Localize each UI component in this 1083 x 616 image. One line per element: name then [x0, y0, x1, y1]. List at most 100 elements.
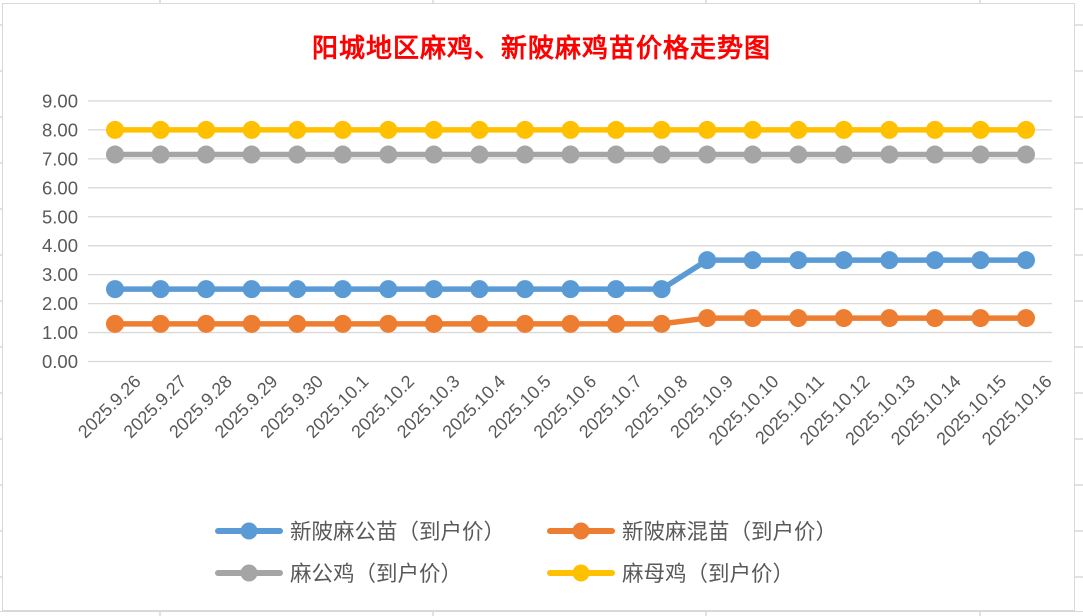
data-point-marker	[698, 309, 717, 328]
data-point-marker	[925, 251, 944, 270]
data-point-marker	[515, 145, 534, 164]
legend-marker-point	[240, 564, 258, 582]
data-point-marker	[789, 251, 808, 270]
data-point-marker	[379, 120, 398, 139]
data-point-marker	[743, 145, 762, 164]
legend-label: 新陂麻混苗（到户价）	[622, 520, 837, 544]
legend-item: 麻公鸡（到户价）	[215, 562, 462, 586]
data-point-marker	[834, 145, 853, 164]
data-point-marker	[652, 280, 671, 299]
data-point-marker	[743, 251, 762, 270]
data-point-marker	[515, 314, 534, 333]
data-point-marker	[470, 280, 489, 299]
data-point-marker	[971, 120, 990, 139]
data-point-marker	[379, 280, 398, 299]
data-point-marker	[515, 280, 534, 299]
data-point-marker	[880, 309, 899, 328]
y-axis-label: 9.00	[42, 90, 78, 111]
y-axis-label: 8.00	[42, 119, 78, 140]
data-point-marker	[333, 145, 352, 164]
legend-item: 新陂麻公苗（到户价）	[215, 520, 505, 544]
data-point-marker	[789, 309, 808, 328]
data-point-marker	[151, 314, 170, 333]
data-point-marker	[880, 145, 899, 164]
data-point-marker	[242, 280, 261, 299]
data-point-marker	[197, 120, 216, 139]
y-axis-label: 5.00	[42, 206, 78, 227]
data-point-marker	[880, 251, 899, 270]
y-axis-label: 7.00	[42, 148, 78, 169]
data-point-marker	[971, 251, 990, 270]
legend-label: 麻公鸡（到户价）	[290, 562, 462, 586]
legend-label: 新陂麻公苗（到户价）	[290, 520, 505, 544]
data-point-marker	[561, 120, 580, 139]
y-axis-label: 2.00	[42, 293, 78, 314]
data-point-marker	[561, 314, 580, 333]
data-point-marker	[925, 309, 944, 328]
data-point-marker	[561, 280, 580, 299]
data-point-marker	[470, 120, 489, 139]
data-point-marker	[288, 145, 307, 164]
data-point-marker	[834, 251, 853, 270]
data-point-marker	[197, 145, 216, 164]
data-point-marker	[834, 120, 853, 139]
data-point-marker	[789, 120, 808, 139]
data-point-marker	[470, 314, 489, 333]
data-point-marker	[106, 120, 124, 139]
data-point-marker	[561, 145, 580, 164]
data-point-marker	[379, 145, 398, 164]
data-point-marker	[698, 120, 717, 139]
data-point-marker	[698, 251, 717, 270]
y-axis-label: 1.00	[42, 322, 78, 343]
data-point-marker	[925, 145, 944, 164]
data-point-marker	[242, 120, 261, 139]
data-point-marker	[333, 280, 352, 299]
data-point-marker	[151, 120, 170, 139]
data-point-marker	[880, 120, 899, 139]
y-axis-label: 6.00	[42, 177, 78, 198]
data-point-marker	[379, 314, 398, 333]
data-point-marker	[1017, 251, 1035, 270]
data-point-marker	[106, 145, 124, 164]
data-point-marker	[607, 314, 626, 333]
data-point-marker	[424, 145, 443, 164]
data-point-marker	[424, 280, 443, 299]
data-point-marker	[242, 314, 261, 333]
legend-label: 麻母鸡（到户价）	[622, 562, 794, 586]
chart-area-border	[2, 3, 1075, 611]
data-point-marker	[151, 280, 170, 299]
data-point-marker	[333, 120, 352, 139]
data-point-marker	[789, 145, 808, 164]
data-point-marker	[424, 120, 443, 139]
data-point-marker	[652, 120, 671, 139]
data-point-marker	[197, 280, 216, 299]
data-point-marker	[1017, 120, 1035, 139]
data-point-marker	[834, 309, 853, 328]
data-point-marker	[424, 314, 443, 333]
data-point-marker	[288, 280, 307, 299]
data-point-marker	[652, 145, 671, 164]
data-point-marker	[698, 145, 717, 164]
data-point-marker	[925, 120, 944, 139]
data-point-marker	[288, 314, 307, 333]
data-point-marker	[971, 309, 990, 328]
data-point-marker	[151, 145, 170, 164]
data-point-marker	[242, 145, 261, 164]
data-point-marker	[106, 314, 124, 333]
y-axis-label: 4.00	[42, 235, 78, 256]
data-point-marker	[607, 120, 626, 139]
data-point-marker	[470, 145, 489, 164]
data-point-marker	[971, 145, 990, 164]
data-point-marker	[607, 145, 626, 164]
legend-item: 新陂麻混苗（到户价）	[547, 520, 837, 544]
data-point-marker	[743, 120, 762, 139]
y-axis-label: 3.00	[42, 264, 78, 285]
data-point-marker	[743, 309, 762, 328]
data-point-marker	[1017, 309, 1035, 328]
data-point-marker	[197, 314, 216, 333]
legend-marker-point	[572, 522, 590, 540]
data-point-marker	[652, 314, 671, 333]
chart-title: 阳城地区麻鸡、新陂麻鸡苗价格走势图	[311, 34, 771, 63]
